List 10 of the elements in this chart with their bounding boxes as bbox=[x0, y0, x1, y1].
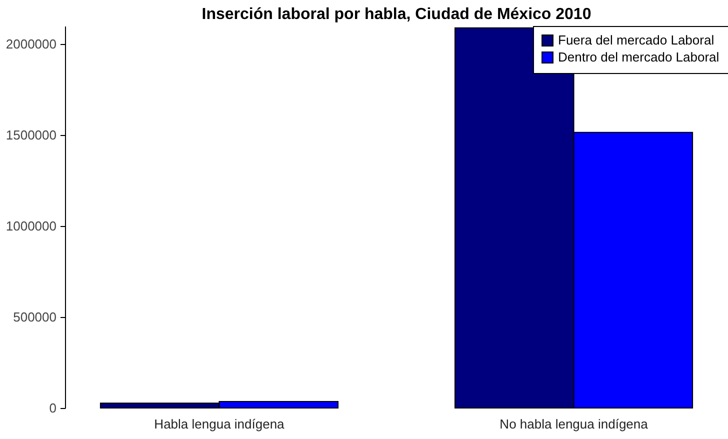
y-tick-label: 1000000 bbox=[6, 218, 56, 234]
y-tick-label: 500000 bbox=[13, 310, 56, 325]
legend-label: Dentro del mercado Laboral bbox=[558, 50, 720, 64]
x-tick-label: No habla lengua indígena bbox=[500, 416, 649, 432]
x-tick-label: Habla lengua indígena bbox=[154, 416, 286, 432]
legend-label: Fuera del mercado Laboral bbox=[558, 32, 714, 48]
chart-title: Inserción laboral por habla, Ciudad de México 2010 bbox=[202, 6, 592, 23]
y-tick-label: 1500000 bbox=[6, 128, 56, 143]
y-tick-label: 0 bbox=[49, 400, 56, 416]
y-tick-label: 2000000 bbox=[6, 36, 56, 52]
